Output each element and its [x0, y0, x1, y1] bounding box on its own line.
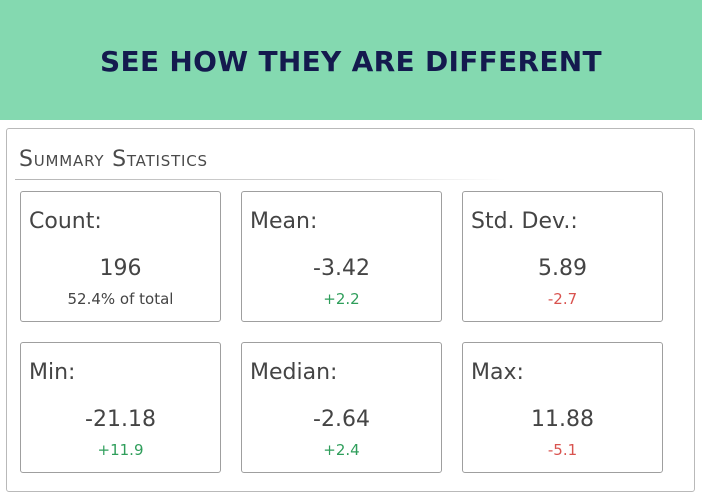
stat-value: 5.89	[538, 256, 587, 281]
stat-card-max: Max: 11.88 -5.1	[462, 342, 663, 473]
stat-card-std-dev: Std. Dev.: 5.89 -2.7	[462, 191, 663, 322]
panel-divider	[15, 179, 505, 180]
stat-value: -21.18	[85, 407, 156, 432]
stat-label: Mean:	[250, 209, 318, 234]
stat-card-mean: Mean: -3.42 +2.2	[241, 191, 442, 322]
stat-label: Count:	[29, 209, 102, 234]
stat-delta: +11.9	[97, 441, 144, 459]
stat-value: -3.42	[313, 256, 370, 281]
stat-card-median: Median: -2.64 +2.4	[241, 342, 442, 473]
panel-title: Summary Statistics	[19, 147, 208, 172]
stat-value: 11.88	[531, 407, 594, 432]
stat-card-count: Count: 196 52.4% of total	[20, 191, 221, 322]
stat-label: Max:	[471, 360, 524, 385]
stat-delta: +2.2	[323, 290, 360, 308]
stat-value: 196	[99, 256, 142, 281]
stat-delta: -2.7	[547, 290, 578, 308]
stat-label: Min:	[29, 360, 76, 385]
stat-label: Std. Dev.:	[471, 209, 578, 234]
stat-value: -2.64	[313, 407, 370, 432]
stat-delta: +2.4	[323, 441, 360, 459]
banner-title: SEE HOW THEY ARE DIFFERENT	[100, 44, 602, 78]
banner: SEE HOW THEY ARE DIFFERENT	[0, 0, 702, 120]
stat-label: Median:	[250, 360, 338, 385]
summary-statistics-panel: Summary Statistics Count: 196 52.4% of t…	[6, 128, 695, 492]
stat-delta: -5.1	[547, 441, 578, 459]
stat-card-min: Min: -21.18 +11.9	[20, 342, 221, 473]
stat-subtext: 52.4% of total	[67, 290, 174, 308]
